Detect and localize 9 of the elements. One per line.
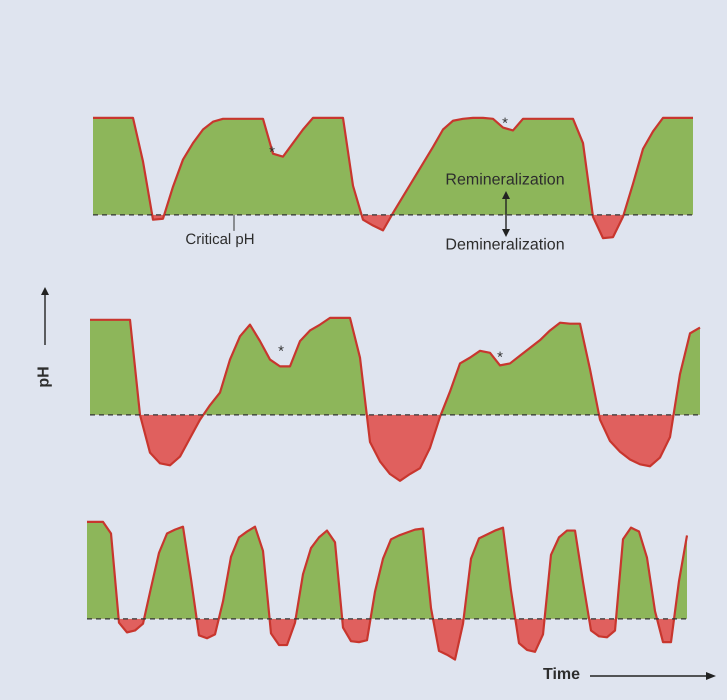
x-axis-title: Time xyxy=(543,666,580,684)
annotation: * xyxy=(269,144,276,162)
annotation: * xyxy=(497,349,504,366)
annotation: Remineralization xyxy=(445,171,565,188)
annotation: * xyxy=(278,343,284,360)
annotation: Demineralization xyxy=(445,236,565,254)
legend-label: Critical pH xyxy=(185,230,255,248)
y-axis-title: pH xyxy=(36,366,54,388)
annotation: * xyxy=(502,115,508,132)
